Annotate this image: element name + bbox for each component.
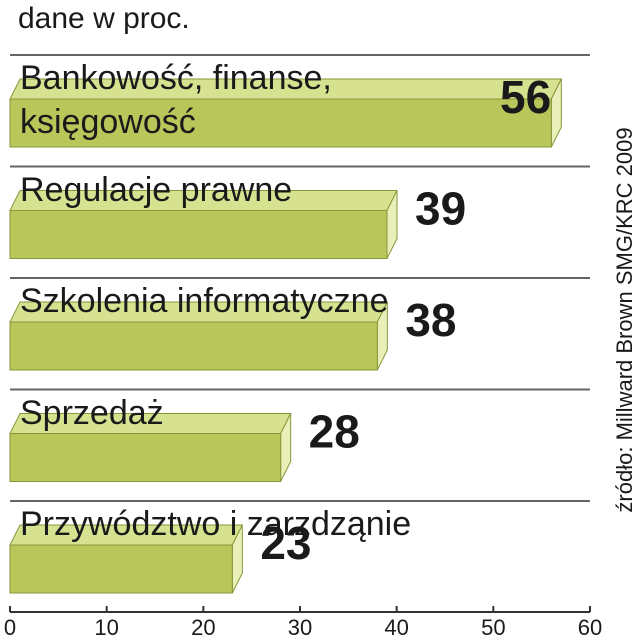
- category-label: Szkolenia informatyczne: [20, 282, 389, 320]
- bar: [9, 210, 388, 259]
- category-label: Bankowość, finanse, księgowość: [20, 59, 332, 141]
- value-label: 28: [309, 406, 360, 458]
- bar: [9, 321, 378, 371]
- category-label: Sprzedaż: [20, 393, 164, 432]
- bar: [9, 98, 552, 148]
- x-tick-label: 0: [4, 615, 16, 640]
- x-tick-label: 20: [191, 615, 215, 640]
- category-label: Przywództwo i zarzdząnie: [20, 505, 412, 543]
- value-label: 56: [500, 71, 551, 123]
- x-tick-label: 10: [94, 615, 118, 640]
- source: źródło: Millward Brown SMG/KRC 2009: [612, 127, 637, 512]
- category-label: Regulacje prawne: [20, 170, 293, 209]
- x-tick-label: 30: [288, 615, 312, 640]
- value-label: 38: [405, 294, 456, 346]
- bar: [9, 433, 282, 482]
- x-tick-label: 60: [578, 615, 602, 640]
- x-tick-label: 40: [384, 615, 408, 640]
- value-label: 39: [415, 183, 466, 235]
- value-label: 23: [260, 517, 311, 569]
- bar: [9, 544, 233, 594]
- chart-subtitle: dane w proc.: [18, 2, 190, 35]
- x-tick-label: 50: [481, 615, 505, 640]
